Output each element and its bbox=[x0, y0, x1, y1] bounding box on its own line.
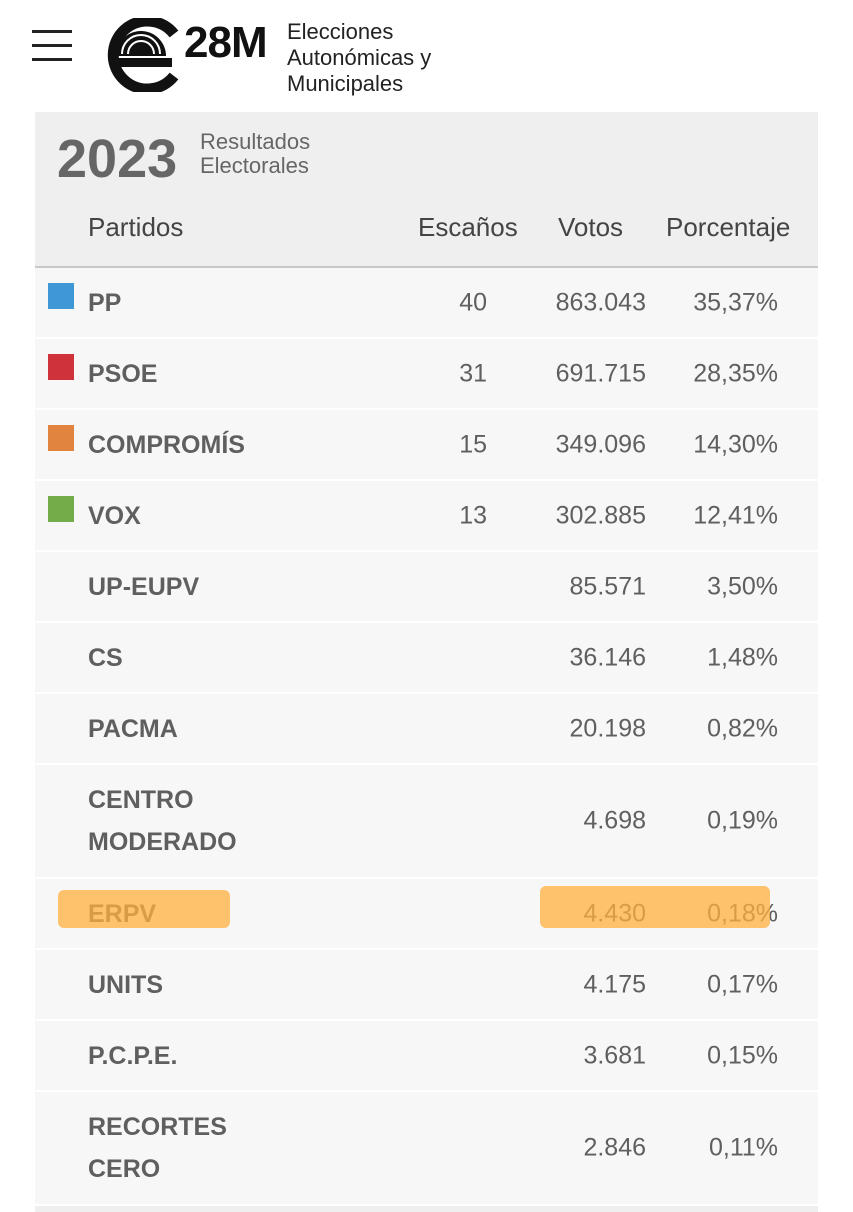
table-row: RECORTES CERO 2.846 0,11% bbox=[35, 1092, 818, 1206]
percentage: 14,30% bbox=[693, 430, 778, 458]
column-header: Escaños bbox=[418, 212, 518, 242]
column-header: Porcentaje bbox=[666, 212, 791, 242]
votes: 349.096 bbox=[555, 430, 646, 458]
votes: 2.846 bbox=[583, 1133, 646, 1162]
votes: 36.146 bbox=[569, 643, 646, 671]
highlight-mark bbox=[58, 890, 230, 928]
party-name: CS bbox=[88, 643, 123, 672]
title-line: Electorales bbox=[200, 153, 309, 178]
table-row: PACMA 20.198 0,82% bbox=[35, 694, 818, 765]
votes: 691.715 bbox=[555, 359, 646, 387]
percentage: 35,37% bbox=[693, 288, 778, 316]
party-name: UP-EUPV bbox=[88, 572, 200, 601]
party-name: CENTRO MODERADO bbox=[88, 786, 237, 856]
party-name: P.C.P.E. bbox=[88, 1041, 178, 1070]
party-color bbox=[48, 282, 74, 309]
table-row: VOX 13 302.885 12,41% bbox=[35, 481, 818, 552]
subtitle-line: Autonómicas y bbox=[287, 45, 432, 70]
column-header: Partidos bbox=[88, 212, 184, 242]
votes: 4.175 bbox=[583, 970, 646, 998]
seats: 15 bbox=[459, 430, 487, 458]
percentage: 0,11% bbox=[708, 1133, 778, 1162]
seats: 40 bbox=[459, 288, 487, 316]
percentage: 0,17% bbox=[707, 970, 778, 998]
party-name: VOX bbox=[88, 501, 141, 530]
party-color bbox=[48, 495, 74, 522]
subtitle-line: Elecciones bbox=[287, 19, 394, 44]
party-name: PSOE bbox=[88, 359, 158, 388]
percentage: 0,82% bbox=[707, 714, 778, 742]
column-header: Votos bbox=[558, 212, 624, 242]
results-card: 2023 Resultados Electorales Partidos Esc… bbox=[35, 112, 818, 1212]
table-header: Partidos Escaños Votos Porcentaje bbox=[35, 200, 818, 269]
percentage: 0,15% bbox=[707, 1041, 778, 1069]
table-body: PP 40 863.043 35,37% PSOE 31 691.715 28,35% COMP… bbox=[35, 268, 818, 1206]
table-row: P.C.P.E. 3.681 0,15% bbox=[35, 1021, 818, 1092]
logo-text: 28M bbox=[184, 18, 268, 67]
highlight-mark bbox=[540, 886, 770, 928]
party-name: RECORTES CERO bbox=[88, 1113, 227, 1183]
percentage: 1,48% bbox=[707, 643, 778, 671]
year: 2023 bbox=[57, 129, 178, 189]
votes: 85.571 bbox=[569, 572, 646, 600]
table-row: CS 36.146 1,48% bbox=[35, 623, 818, 694]
top-bar: 28M Elecciones Autonómicas y Municipales bbox=[0, 0, 853, 110]
votes: 3.681 bbox=[583, 1041, 646, 1069]
party-name: UNITS bbox=[88, 970, 163, 999]
votes: 302.885 bbox=[555, 501, 646, 529]
card-title: Resultados Electorales bbox=[200, 130, 310, 178]
party-name: PACMA bbox=[88, 714, 178, 743]
logo-subtitle: Elecciones Autonómicas y Municipales bbox=[287, 19, 431, 97]
table-row: COMPROMÍS 15 349.096 14,30% bbox=[35, 410, 818, 481]
seats: 31 bbox=[459, 359, 487, 387]
votes: 20.198 bbox=[569, 714, 646, 742]
table-row: PSOE 31 691.715 28,35% bbox=[35, 339, 818, 410]
votes: 4.698 bbox=[583, 806, 646, 835]
title-line: Resultados bbox=[200, 129, 311, 154]
subtitle-line: Municipales bbox=[287, 71, 404, 96]
logo-icon bbox=[107, 18, 179, 92]
party-name: PP bbox=[88, 288, 122, 317]
table-row: PP 40 863.043 35,37% bbox=[35, 268, 818, 339]
seats: 13 bbox=[459, 501, 487, 529]
party-name: COMPROMÍS bbox=[88, 430, 245, 459]
percentage: 12,41% bbox=[693, 501, 778, 529]
votes: 863.043 bbox=[555, 288, 646, 316]
menu-button[interactable] bbox=[32, 30, 72, 72]
party-color bbox=[48, 353, 74, 380]
table-row: UNITS 4.175 0,17% bbox=[35, 950, 818, 1021]
percentage: 0,19% bbox=[707, 806, 778, 835]
table-row: UP-EUPV 85.571 3,50% bbox=[35, 552, 818, 623]
party-color bbox=[48, 424, 74, 451]
table-row: CENTRO MODERADO 4.698 0,19% bbox=[35, 765, 818, 879]
percentage: 28,35% bbox=[693, 359, 778, 387]
percentage: 3,50% bbox=[707, 572, 778, 600]
